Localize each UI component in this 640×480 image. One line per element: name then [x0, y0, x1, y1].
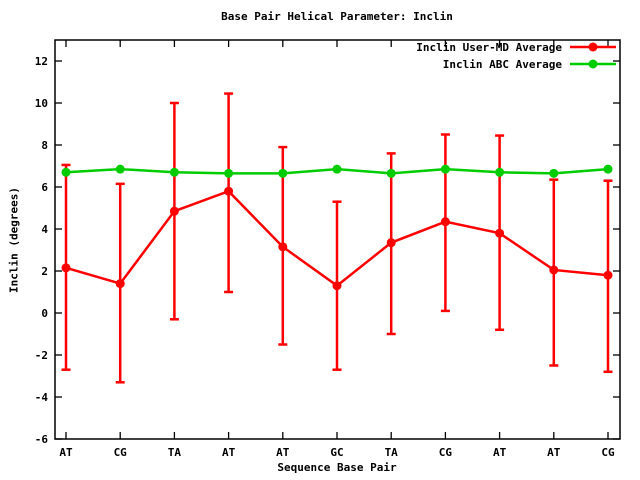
y-tick-label: 2 [41, 265, 48, 278]
data-point-abc [386, 168, 396, 178]
x-category-label: GC [330, 446, 343, 459]
y-tick-label: -6 [35, 433, 49, 446]
data-point-user-md [549, 265, 559, 275]
x-category-label: CG [601, 446, 615, 459]
y-tick-label: 6 [41, 181, 48, 194]
x-category-label: TA [168, 446, 182, 459]
data-point-abc [169, 167, 179, 177]
data-point-user-md [169, 206, 179, 216]
y-tick-label: 8 [41, 139, 48, 152]
data-point-abc [549, 168, 559, 178]
y-tick-label: -2 [35, 349, 48, 362]
x-category-label: AT [276, 446, 290, 459]
x-category-label: AT [59, 446, 73, 459]
data-point-abc [224, 168, 234, 178]
legend-marker-user-md [588, 42, 598, 52]
x-category-label: CG [114, 446, 128, 459]
data-point-abc [278, 168, 288, 178]
y-tick-label: 0 [41, 307, 48, 320]
data-point-user-md [224, 186, 234, 196]
data-point-user-md [115, 279, 125, 289]
x-category-label: AT [547, 446, 561, 459]
data-point-abc [603, 164, 613, 174]
data-point-abc [332, 164, 342, 174]
legend-label-user-md: Inclin User-MD Average [416, 41, 562, 54]
data-point-user-md [61, 263, 71, 273]
y-tick-label: 12 [35, 55, 48, 68]
y-tick-label: 10 [35, 97, 48, 110]
data-point-user-md [278, 242, 288, 252]
chart-title: Base Pair Helical Parameter: Inclin [221, 10, 453, 23]
x-category-label: AT [493, 446, 507, 459]
data-point-abc [440, 164, 450, 174]
y-tick-label: 4 [41, 223, 48, 236]
data-point-user-md [440, 217, 450, 227]
data-point-abc [495, 167, 505, 177]
x-category-label: AT [222, 446, 236, 459]
x-category-label: CG [439, 446, 453, 459]
data-point-abc [61, 167, 71, 177]
legend-label-abc: Inclin ABC Average [443, 58, 563, 71]
data-point-user-md [386, 238, 396, 248]
data-point-user-md [603, 270, 613, 280]
legend-marker-abc [588, 59, 598, 69]
data-point-user-md [495, 228, 505, 238]
data-point-abc [115, 164, 125, 174]
x-axis-label: Sequence Base Pair [277, 461, 397, 474]
x-category-label: TA [385, 446, 399, 459]
y-tick-label: -4 [35, 391, 49, 404]
data-point-user-md [332, 281, 342, 291]
